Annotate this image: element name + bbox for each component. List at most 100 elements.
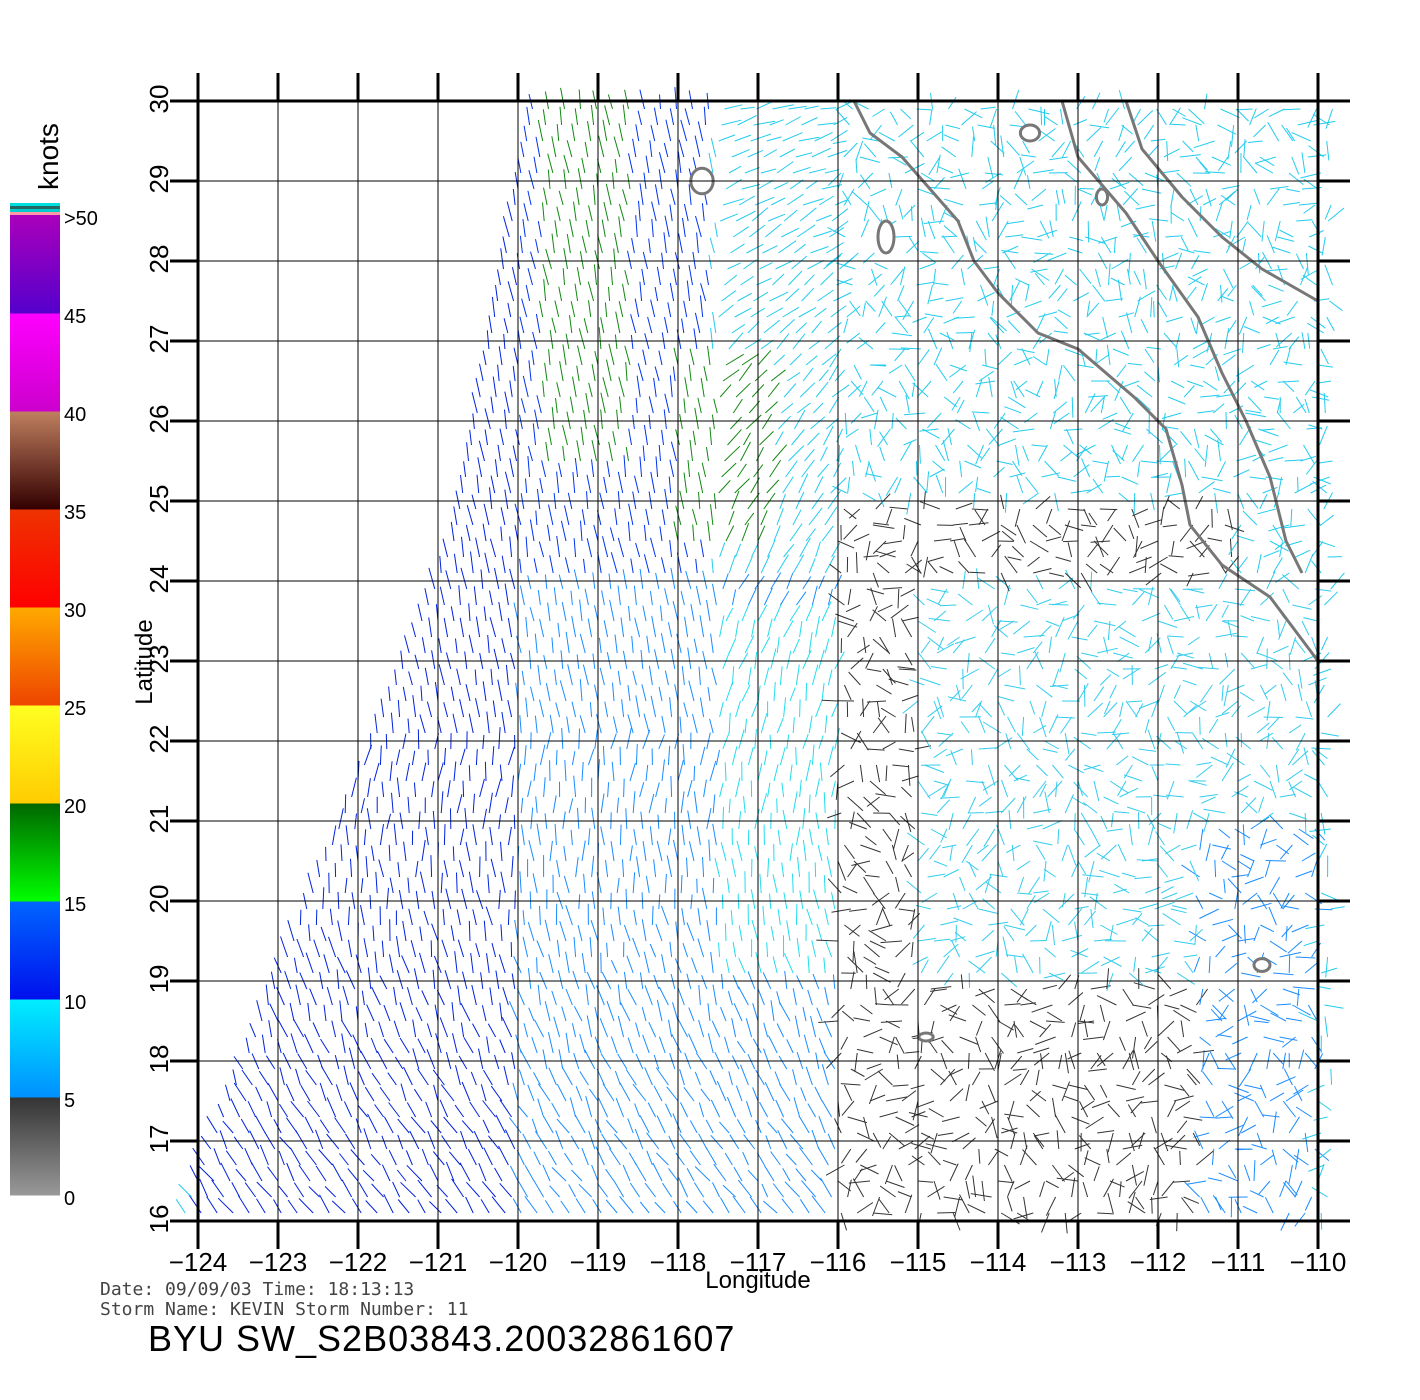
wind-vector <box>1253 926 1260 942</box>
wind-vector <box>942 1159 957 1166</box>
wind-vector <box>1077 188 1093 196</box>
wind-vector <box>459 617 465 638</box>
wind-vector <box>795 322 807 334</box>
wind-vector <box>1099 1084 1108 1098</box>
colorbar-gradient <box>10 215 60 1196</box>
wind-vector <box>1093 140 1104 158</box>
wind-vector <box>1134 876 1152 880</box>
wind-vector <box>920 172 936 182</box>
wind-vector <box>1033 1135 1044 1150</box>
wind-vector <box>633 909 637 926</box>
wind-vector <box>482 808 487 830</box>
wind-vector <box>501 711 506 734</box>
wind-vector <box>640 649 644 670</box>
wind-vector <box>1256 722 1270 734</box>
wind-vector <box>1288 652 1291 671</box>
wind-vector <box>661 954 666 974</box>
wind-vector <box>650 537 657 558</box>
wind-vector <box>759 873 762 894</box>
wind-vector <box>1013 774 1028 782</box>
wind-vector <box>539 744 546 766</box>
wind-vector <box>217 1197 234 1214</box>
wind-vector <box>978 988 995 1004</box>
wind-vector <box>1149 218 1169 222</box>
wind-vector <box>1309 828 1331 832</box>
wind-vector <box>1148 636 1153 652</box>
wind-vector <box>789 687 796 702</box>
wind-vector <box>320 1038 330 1054</box>
wind-vector <box>814 1086 823 1102</box>
wind-vector <box>811 147 831 158</box>
wind-vector <box>972 126 976 142</box>
wind-vector <box>412 1019 417 1038</box>
wind-vector <box>1256 344 1271 350</box>
wind-vector <box>875 764 881 783</box>
wind-vector <box>1044 972 1066 979</box>
wind-vector <box>728 1071 733 1086</box>
wind-vector <box>1238 1068 1252 1087</box>
wind-vector <box>613 248 616 270</box>
island <box>1252 957 1272 973</box>
wind-vector <box>1071 863 1079 878</box>
wind-vector <box>795 591 807 606</box>
wind-vector <box>847 862 858 878</box>
wind-vector <box>507 281 515 302</box>
y-tick-label: 25 <box>144 485 174 514</box>
wind-vector <box>614 634 618 654</box>
wind-vector <box>569 315 573 334</box>
wind-vector <box>602 907 605 926</box>
wind-vector <box>654 366 660 382</box>
wind-vector <box>489 827 493 846</box>
wind-vector <box>1215 1196 1222 1211</box>
wind-vector <box>1096 1052 1114 1067</box>
wind-vector <box>1106 1148 1110 1164</box>
wind-vector <box>1187 700 1207 714</box>
wind-vector <box>1021 716 1025 736</box>
wind-vector <box>981 780 988 795</box>
wind-vector <box>1188 572 1210 577</box>
wind-vector <box>888 1036 895 1054</box>
wind-vector <box>735 777 741 798</box>
wind-vector <box>906 880 922 894</box>
wind-vector <box>336 969 340 990</box>
wind-vector <box>1205 188 1212 207</box>
wind-vector <box>850 811 855 830</box>
wind-vector <box>1195 496 1204 510</box>
wind-vector <box>1080 524 1096 528</box>
wind-vector <box>663 409 667 430</box>
wind-vector <box>1173 616 1195 622</box>
wind-vector <box>489 590 493 606</box>
wind-vector <box>957 593 973 606</box>
wind-vector <box>827 172 842 186</box>
wind-vector <box>766 479 780 494</box>
wind-vector <box>722 807 724 830</box>
wind-vector <box>466 442 469 462</box>
wind-vector <box>521 824 525 846</box>
wind-vector <box>837 860 847 881</box>
wind-vector <box>793 1097 801 1118</box>
wind-vector <box>897 666 915 670</box>
wind-vector <box>885 860 894 874</box>
wind-vector <box>412 695 417 718</box>
wind-vector <box>1294 483 1313 494</box>
wind-vector <box>776 1023 785 1038</box>
wind-vector <box>856 339 870 350</box>
wind-vector <box>1283 1182 1296 1198</box>
wind-vector <box>421 1148 429 1166</box>
wind-vector <box>651 905 654 926</box>
wind-vector <box>1107 508 1117 522</box>
wind-vector <box>1136 237 1147 254</box>
wind-vector <box>1245 409 1262 414</box>
wind-vector <box>971 508 989 511</box>
wind-vector <box>1240 615 1255 622</box>
wind-vector <box>562 811 566 830</box>
wind-vector <box>1175 1100 1191 1112</box>
wind-vector <box>824 506 838 526</box>
wind-vector <box>480 569 484 590</box>
wind-vector <box>576 267 581 286</box>
wind-vector <box>316 859 321 878</box>
wind-vector <box>619 1195 634 1214</box>
wind-vector <box>781 782 785 798</box>
wind-vector <box>565 988 573 1006</box>
